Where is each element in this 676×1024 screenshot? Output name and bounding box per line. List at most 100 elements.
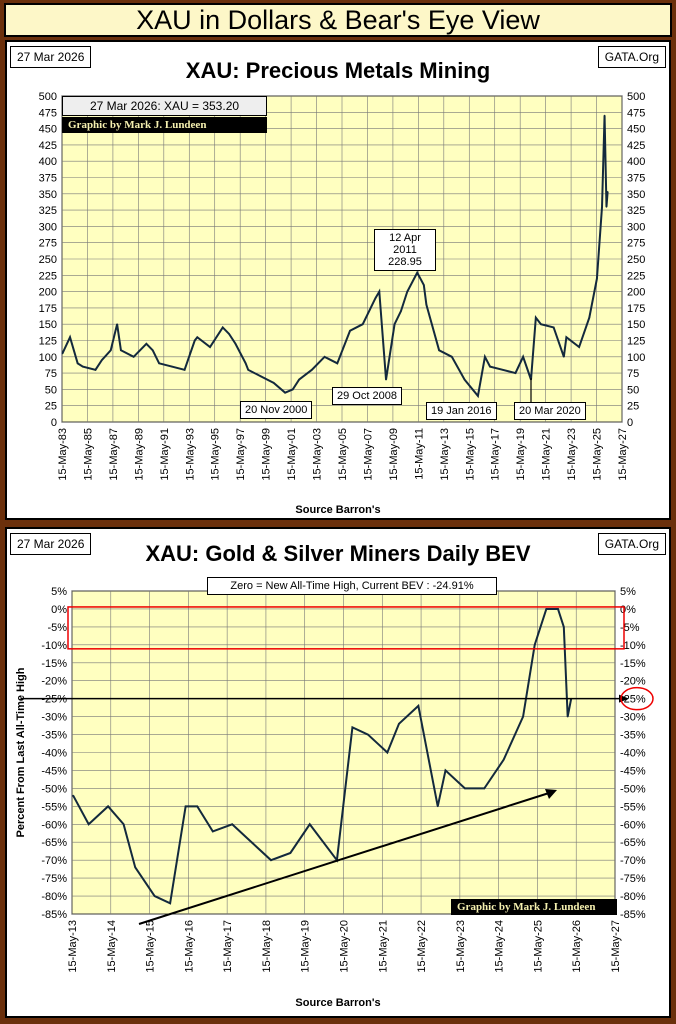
data-point (563, 626, 565, 628)
y-tick-label-left: 250 (39, 254, 57, 266)
y-tick-label-left: 325 (39, 205, 57, 217)
data-point (351, 726, 354, 729)
y-tick-label-right: -35% (620, 730, 646, 742)
x-tick-label: 15-May-11 (413, 428, 425, 480)
data-point (260, 375, 262, 378)
y-tick-label-right: -40% (620, 748, 646, 760)
y-tick-label-left: -60% (41, 819, 67, 831)
data-point (484, 356, 486, 358)
x-tick-label: 15-May-25 (592, 428, 604, 481)
y-tick-label-right: 450 (627, 124, 645, 136)
y-tick-label-left: 100 (39, 352, 57, 364)
data-point (158, 362, 160, 365)
x-tick-label: 15-May-19 (300, 920, 312, 973)
y-tick-label-left: 350 (39, 189, 57, 201)
y-tick-label-left: 450 (39, 124, 57, 136)
data-point (211, 830, 214, 833)
data-point (151, 349, 154, 352)
data-point (545, 608, 548, 610)
y-tick-label-right: 475 (627, 107, 645, 119)
data-point (234, 342, 237, 345)
y-tick-label-right: -60% (620, 819, 646, 831)
y-tick-label-right: -10% (620, 640, 646, 652)
data-point (557, 608, 559, 610)
data-point (122, 823, 125, 826)
trend-arrow-head-icon (545, 789, 557, 799)
data-point (522, 356, 524, 358)
y-tick-label-right: 175 (627, 303, 645, 315)
top-chart-panel: 27 Mar 2026 GATA.Org XAU: Precious Metal… (5, 40, 671, 520)
y-tick-label-left: 125 (39, 336, 57, 348)
data-point (596, 277, 598, 280)
x-tick-label: 15-May-93 (184, 428, 196, 481)
trend-arrow (138, 792, 550, 925)
y-tick-label-left: -70% (41, 855, 67, 867)
y-tick-label-right: 325 (627, 205, 645, 217)
y-tick-label-right: -80% (620, 891, 646, 903)
data-point (116, 323, 118, 326)
y-tick-label-left: -15% (41, 658, 67, 670)
annotation-low-2000: 20 Nov 2000 (240, 401, 313, 419)
data-point (552, 326, 555, 329)
x-tick-label: 15-May-25 (532, 920, 544, 973)
data-point (361, 323, 364, 326)
data-point (477, 395, 479, 397)
data-point (87, 823, 90, 826)
annotation-peak-2011: 12 Apr 2011 228.95 (374, 229, 436, 271)
data-point (291, 388, 294, 391)
y-tick-label-right: -85% (620, 909, 646, 921)
x-tick-label: 15-May-07 (362, 428, 374, 481)
data-point (209, 346, 211, 348)
data-point (270, 859, 272, 861)
data-point (374, 297, 377, 299)
y-tick-label-left: -55% (41, 801, 67, 813)
x-tick-label: 15-May-99 (261, 428, 273, 481)
data-point (398, 722, 400, 725)
y-tick-label-left: -50% (41, 783, 67, 795)
x-tick-label: 15-May-24 (494, 920, 506, 973)
data-point (406, 290, 409, 293)
y-tick-label-right: 0% (620, 604, 636, 616)
y-tick-label-right: 500 (627, 91, 645, 103)
data-point (464, 787, 466, 790)
y-tick-label-right: 250 (627, 254, 645, 266)
data-point (145, 342, 148, 345)
source-label: Source Barron's (295, 997, 381, 1009)
x-tick-label: 15-May-89 (133, 428, 145, 481)
y-tick-label-right: 225 (627, 270, 645, 282)
y-tick-label-right: 100 (627, 352, 645, 364)
y-tick-label-left: 200 (39, 287, 57, 299)
data-point (311, 369, 313, 371)
info-box: Zero = New All-Time High, Current BEV : … (207, 577, 497, 595)
credit-box: Graphic by Mark J. Lundeen (62, 117, 267, 133)
y-axis-label: Percent From Last All-Time High (15, 667, 27, 837)
x-tick-label: 15-May-95 (210, 428, 222, 481)
data-point (349, 329, 351, 332)
data-point (308, 823, 311, 826)
data-point (438, 349, 440, 352)
info-box: 27 Mar 2026: XAU = 353.20 (62, 96, 267, 116)
y-tick-label-left: 375 (39, 173, 57, 185)
data-point (244, 362, 247, 365)
data-point (535, 316, 537, 319)
data-point (193, 339, 196, 342)
data-point (184, 805, 187, 808)
y-tick-label-left: -65% (41, 837, 67, 849)
y-tick-label-right: 150 (627, 319, 645, 331)
data-point (101, 359, 103, 361)
data-point (606, 191, 609, 193)
y-tick-label-left: 50 (45, 384, 57, 396)
data-point (566, 715, 569, 718)
top-chart-svg: 0 0 25 25 50 50 75 75 100 100 125 125 150 150 175 175 20… (39, 91, 646, 481)
y-tick-label-right: -30% (620, 712, 646, 724)
y-tick-label-right: 125 (627, 336, 645, 348)
x-tick-label: 15-May-14 (106, 920, 118, 973)
y-tick-label-left: 5% (51, 586, 67, 598)
annotation-value: 228.95 (388, 256, 422, 268)
y-tick-label-left: -80% (41, 891, 67, 903)
data-point (171, 365, 173, 368)
data-point (540, 323, 542, 326)
data-point (601, 206, 603, 208)
data-point (451, 356, 453, 358)
data-point (393, 323, 396, 326)
